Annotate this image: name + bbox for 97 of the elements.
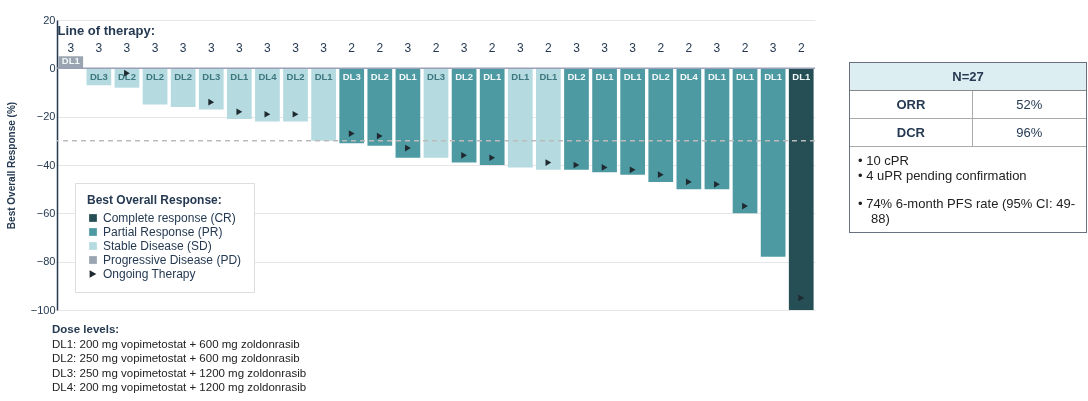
point [489, 154, 496, 162]
y-tick-label: −20 [36, 110, 56, 123]
data-label: DL2 [455, 71, 474, 83]
point [629, 166, 636, 174]
x-tick-label: 3 [235, 40, 243, 55]
point [714, 180, 720, 188]
point [376, 132, 383, 140]
point [405, 144, 411, 152]
data-label: DL1 [398, 71, 418, 83]
y-tick-label: −80 [36, 255, 56, 268]
data-label: DL1 [792, 71, 811, 83]
x-tick-label: 2 [741, 40, 749, 55]
data-label: DL1 [61, 55, 81, 67]
data-label: DL1 [483, 71, 502, 83]
x-tick-label: 2 [432, 40, 440, 55]
text: • 10 cPR [858, 153, 910, 168]
data-label: DL2 [651, 71, 670, 83]
data-label: DL3 [89, 71, 108, 83]
x-tick-label: 3 [601, 40, 609, 55]
data-label: DL2 [146, 71, 165, 83]
text: DL3: 250 mg vopimetostat + 1200 mg zoldonrasib [52, 365, 307, 380]
x-tick-label: 2 [348, 40, 356, 55]
text: 96% [1016, 125, 1043, 140]
data-label: DL1 [230, 71, 250, 83]
y-axis-title: Best Overall Response (%) [5, 101, 17, 230]
legend-label: Complete response (CR) [103, 211, 236, 225]
data-label: DL1 [736, 71, 755, 83]
x-tick-label: 3 [151, 40, 159, 55]
point [573, 161, 580, 169]
x-tick-label: 3 [769, 40, 777, 55]
point [798, 294, 805, 302]
text: Dose levels: [52, 322, 121, 337]
data-label: DL1 [707, 71, 727, 83]
x-tick-label: 3 [629, 40, 637, 55]
category-label: DCR [850, 118, 973, 147]
x-axis-title: Line of therapy: [57, 22, 156, 38]
y-tick-label: −40 [36, 158, 56, 171]
text: N=27 [850, 63, 1086, 91]
data-label: DL4 [679, 71, 699, 83]
point [208, 98, 215, 106]
data-label: DL2 [174, 71, 193, 83]
data-label: DL1 [595, 71, 615, 83]
point [742, 202, 748, 210]
text: • 74% 6-month PFS rate (95% CI: 49-88) [858, 196, 1076, 226]
data-label: DL1 [764, 71, 783, 83]
x-tick-label: 3 [460, 40, 468, 55]
data-label: DL2 [567, 71, 586, 83]
data-label: DL1 [623, 71, 643, 83]
x-tick-label: 2 [545, 40, 553, 55]
category-label: ORR [850, 90, 973, 119]
point [657, 171, 664, 179]
x-tick-label: 2 [685, 40, 693, 55]
x-tick-label: 3 [67, 40, 75, 55]
point [545, 159, 552, 166]
data-label: DL2 [286, 71, 305, 83]
y-tick-label: 20 [43, 13, 56, 26]
x-tick-label: 3 [320, 40, 328, 55]
data-label: DL4 [258, 71, 278, 83]
data-label: DL1 [314, 71, 334, 83]
legend-label: Ongoing Therapy [103, 267, 196, 281]
text: DL1: 200 mg vopimetostat + 600 mg zoldonrasib [52, 336, 301, 351]
data-label: DL3 [342, 71, 361, 83]
y-tick-label: −100 [30, 303, 56, 316]
point [685, 178, 692, 186]
x-tick-label: 2 [488, 40, 496, 55]
x-tick-label: 3 [207, 40, 215, 55]
x-tick-label: 2 [376, 40, 384, 55]
data-label: DL1 [511, 71, 530, 83]
x-tick-label: 3 [292, 40, 300, 55]
x-tick-label: 3 [264, 40, 272, 55]
data-label: DL1 [539, 71, 559, 83]
x-tick-label: 3 [713, 40, 721, 55]
data-label: DL3 [202, 71, 221, 83]
legend-label: Progressive Disease (PD) [103, 253, 242, 267]
text: DL2: 250 mg vopimetostat + 600 mg zoldonrasib [52, 351, 301, 366]
x-tick-label: 3 [573, 40, 581, 55]
x-tick-label: 3 [179, 40, 187, 55]
y-tick-label: 0 [49, 61, 56, 74]
data-label: DL3 [427, 71, 445, 83]
y-tick-label: −60 [36, 206, 56, 219]
x-tick-label: 3 [516, 40, 524, 55]
x-tick-label: 3 [123, 40, 131, 55]
text: DL4: 200 mg vopimetostat + 1200 mg zoldonrasib [52, 380, 307, 395]
text: • 4 uPR pending confirmation [858, 168, 1028, 183]
text: 52% [1016, 97, 1043, 112]
x-tick-label: 3 [95, 40, 103, 55]
legend-label: Stable Disease (SD) [103, 239, 212, 253]
point [348, 130, 355, 137]
x-tick-label: 2 [797, 40, 805, 55]
legend-title: Best Overall Response: [87, 193, 222, 207]
data-label: DL2 [117, 71, 136, 83]
point [461, 151, 467, 159]
point [236, 108, 243, 116]
legend-label: Partial Response (PR) [103, 225, 223, 239]
x-tick-label: 2 [657, 40, 665, 55]
x-tick-label: 3 [404, 40, 412, 55]
data-label: DL2 [370, 71, 389, 83]
